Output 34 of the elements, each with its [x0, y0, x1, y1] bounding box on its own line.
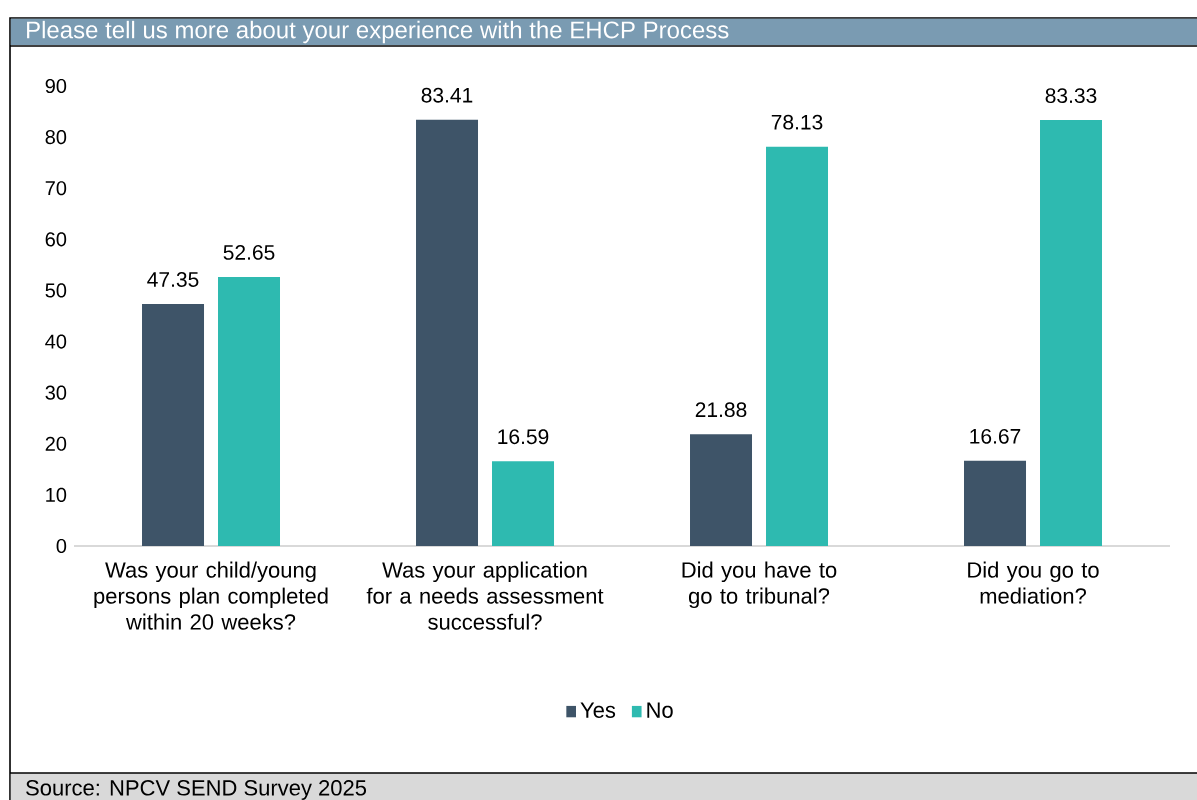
y-tick-label: 60: [45, 232, 67, 247]
bar: [416, 119, 479, 546]
y-tick-label: 70: [45, 181, 67, 196]
bar: [142, 303, 205, 546]
data-label: 16.67: [970, 428, 1021, 444]
chart-title: Please tell us more about your experience with the EHCP Process: [27, 20, 729, 44]
y-tick-label: 0: [56, 538, 67, 554]
bar: [690, 434, 753, 546]
y-tick-label: 20: [45, 436, 67, 451]
y-tick-label: 50: [45, 283, 67, 298]
data-label: 16.59: [498, 429, 549, 445]
x-tick-label: Did you have to go to tribunal?: [682, 561, 837, 609]
bar: [492, 461, 555, 546]
legend-label: Yes: [580, 702, 616, 718]
bar: [218, 276, 281, 546]
x-tick-label: Was your application for a needs assessment successful?: [366, 561, 604, 630]
bar: [964, 460, 1027, 546]
source-note: Source: NPCV SEND Survey 2025: [26, 780, 367, 800]
data-label: 83.41: [421, 87, 473, 103]
y-tick-label: 30: [45, 385, 67, 400]
bar: [1040, 120, 1103, 546]
y-tick-label: 90: [45, 78, 67, 94]
data-label: 83.33: [1045, 88, 1097, 104]
legend-label: No: [647, 702, 673, 718]
x-tick-label: Was your child/young persons plan completed within 20 weeks?: [94, 561, 328, 630]
y-tick-label: 80: [45, 130, 67, 145]
y-tick-label: 10: [46, 487, 67, 502]
x-tick-label: Did you go to mediation?: [968, 561, 1099, 604]
data-label: 78.13: [771, 114, 823, 130]
data-label: 21.88: [695, 402, 747, 418]
bar: [766, 146, 829, 546]
data-label: 47.35: [147, 272, 199, 287]
y-tick-label: 40: [45, 334, 67, 349]
data-label: 52.65: [223, 244, 275, 260]
